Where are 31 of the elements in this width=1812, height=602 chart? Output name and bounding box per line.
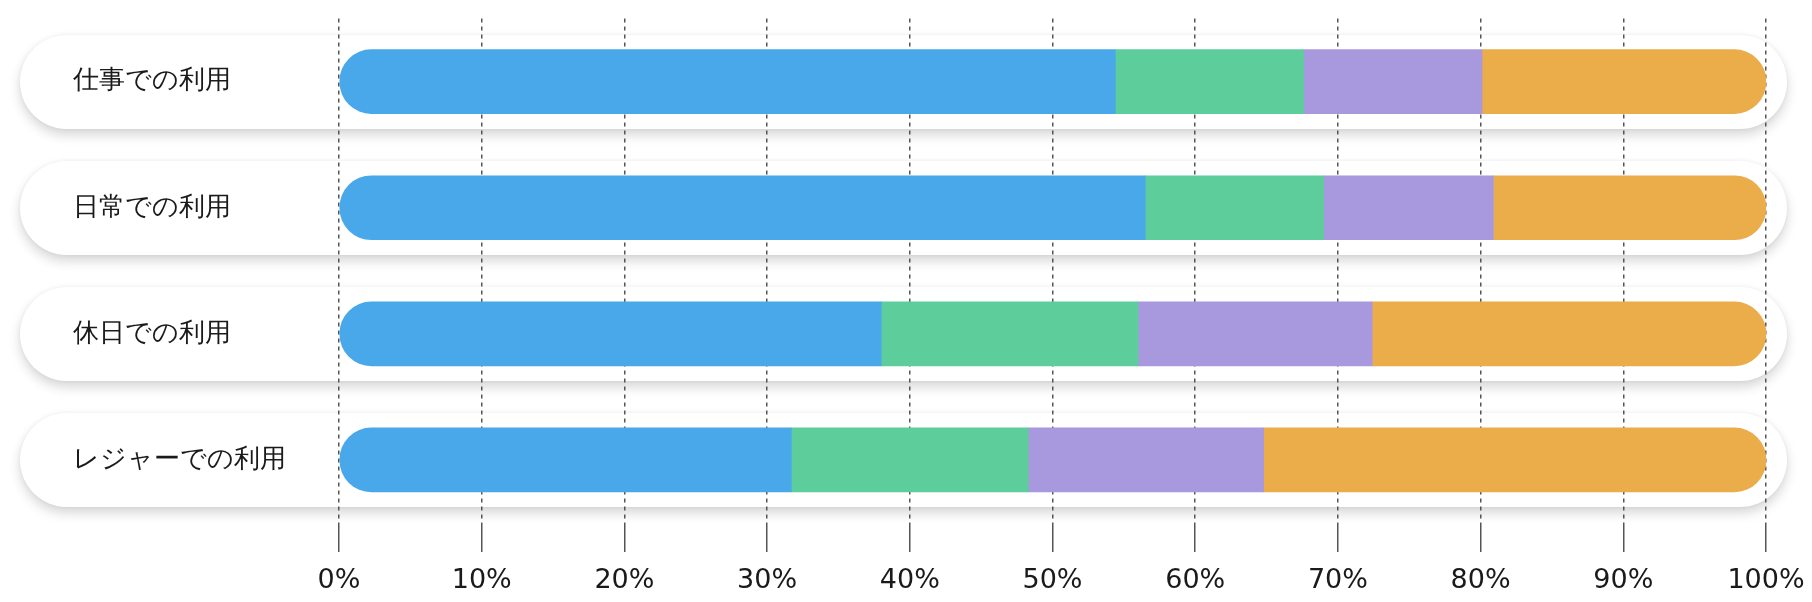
x-tick-label: 20% — [594, 563, 655, 595]
x-tick-label: 30% — [737, 563, 798, 595]
bar — [1144, 175, 1324, 241]
x-tick-label: 70% — [1307, 563, 1368, 595]
bar — [1303, 49, 1483, 114]
bar — [339, 301, 882, 367]
y-tick-label: 仕事での利用 — [72, 64, 231, 95]
x-tick-label: 40% — [879, 563, 940, 595]
y-tick-label: レジャーでの利用 — [73, 442, 286, 473]
bar — [339, 175, 1146, 241]
bar — [1481, 49, 1766, 114]
bar — [880, 301, 1139, 367]
x-tick-label: 90% — [1593, 563, 1654, 595]
bar — [1263, 427, 1766, 493]
x-tick-label: 80% — [1450, 563, 1511, 595]
y-tick-label: 休日での利用 — [73, 316, 231, 347]
x-tick-label: 60% — [1165, 563, 1226, 595]
bar — [1137, 301, 1373, 367]
bar — [1371, 301, 1766, 367]
x-tick-label: 100% — [1727, 563, 1805, 595]
bar — [1323, 175, 1494, 241]
bar — [791, 427, 1029, 493]
bar — [1027, 427, 1265, 493]
x-tick-label: 0% — [317, 563, 361, 595]
y-tick-label: 日常での利用 — [73, 190, 231, 221]
bar — [339, 427, 792, 493]
x-tick-label: 10% — [451, 563, 512, 595]
x-tick-label: 50% — [1022, 563, 1083, 595]
bar — [1493, 175, 1766, 241]
bar — [339, 49, 1116, 114]
bar — [1114, 49, 1304, 114]
